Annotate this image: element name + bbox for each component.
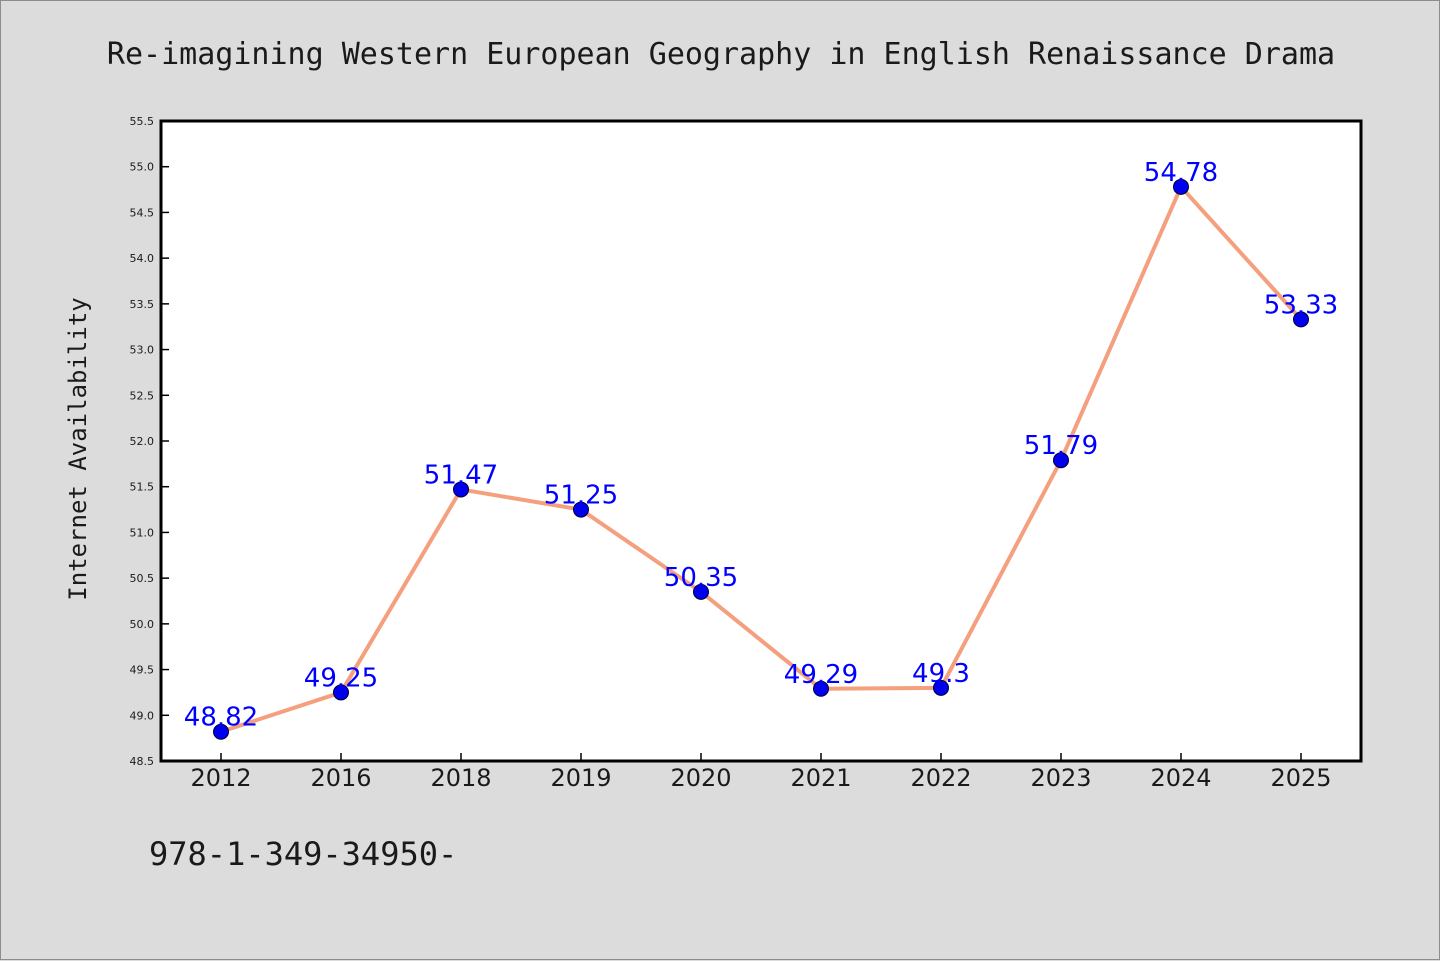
data-point-2012 [213, 723, 229, 740]
data-label-2016: 49.25 [304, 663, 378, 693]
y-tick-label: 53.5 [130, 298, 155, 311]
chart-title: Re-imagining Western European Geography … [107, 37, 1335, 72]
data-label-2022: 49.3 [912, 659, 970, 689]
x-axis-ticks: 2012 2016 2018 2019 2020 2021 2022 2023 2024 2025 [190, 753, 1332, 792]
x-tick-label: 2021 [790, 764, 851, 792]
y-axis-label: Internet Availability [64, 297, 92, 600]
x-tick-label: 2023 [1030, 764, 1091, 792]
x-tick-label: 2012 [190, 764, 251, 792]
y-tick-label: 54.5 [130, 206, 155, 219]
y-tick-label: 51.0 [130, 526, 155, 539]
data-label-2025: 53.33 [1264, 290, 1338, 320]
data-point-2021 [813, 680, 829, 697]
data-point-2018 [453, 481, 469, 498]
y-tick-label: 50.0 [130, 618, 155, 631]
x-tick-label: 2020 [670, 764, 731, 792]
data-label-2024: 54.78 [1144, 158, 1218, 188]
data-point-2025 [1293, 311, 1309, 328]
series-line-path [219, 184, 1303, 734]
y-tick-label: 49.0 [130, 709, 155, 722]
y-tick-label: 55.0 [130, 161, 155, 174]
data-label-2021: 49.29 [784, 660, 858, 690]
footer-isbn-text: 978-1-349-34950- [149, 835, 457, 873]
data-label-2012: 48.82 [184, 703, 258, 733]
y-tick-label: 54.0 [130, 252, 155, 265]
x-tick-label: 2025 [1270, 764, 1331, 792]
y-tick-label: 51.5 [130, 481, 155, 494]
data-point-2019 [573, 501, 589, 518]
x-tick-label: 2019 [550, 764, 611, 792]
y-tick-label: 49.5 [130, 664, 155, 677]
x-tick-label: 2024 [1150, 764, 1211, 792]
data-label-2018: 51.47 [424, 460, 498, 490]
x-tick-label: 2022 [910, 764, 971, 792]
data-point-2020 [693, 583, 709, 600]
data-label-2023: 51.79 [1024, 431, 1098, 461]
data-point-2022 [933, 679, 949, 696]
y-axis-ticks: 48.5 49.0 49.5 50.0 50.5 51.0 51.5 52.0 52.5 53.0… [130, 115, 169, 768]
y-tick-label: 48.5 [130, 755, 155, 768]
y-tick-label: 53.0 [130, 344, 155, 357]
x-tick-label: 2018 [430, 764, 491, 792]
data-point-2023 [1053, 452, 1069, 469]
y-tick-label: 55.5 [130, 115, 155, 128]
data-label-2019: 51.25 [544, 481, 618, 511]
data-labels: 48.82 49.25 51.47 51.25 50.35 49.29 49.3 51.79 5… [184, 158, 1338, 733]
y-tick-label: 52.5 [130, 389, 155, 402]
data-label-2020: 50.35 [664, 563, 738, 593]
data-point-2016 [333, 684, 349, 701]
data-markers [213, 178, 1309, 740]
series-line [219, 184, 1303, 734]
y-tick-label: 50.5 [130, 572, 155, 585]
x-tick-label: 2016 [310, 764, 371, 792]
y-tick-label: 52.0 [130, 435, 155, 448]
data-point-2024 [1173, 178, 1189, 195]
